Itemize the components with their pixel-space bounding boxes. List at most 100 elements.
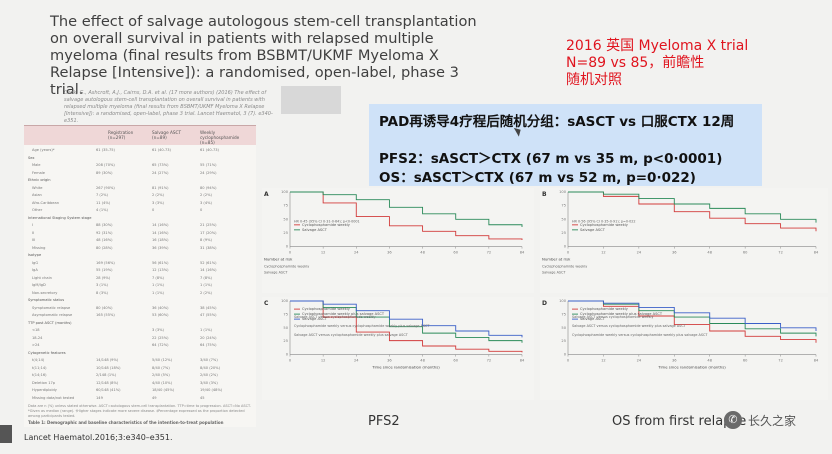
x-tick-label: 12 <box>601 251 606 255</box>
risk-table-label: Time since randomisation (months) <box>657 365 726 370</box>
hr-stats: Salvage ASCT versus cyclophosphamide wee… <box>294 333 409 337</box>
table-cell: 0 <box>152 208 155 212</box>
table-row: III 48 (16%) 16 (18%) 8 (9%) <box>28 238 252 244</box>
hr-stats: Salvage ASCT versus cyclophosphamide wee… <box>572 324 687 328</box>
table-row: II 92 (31%) 14 (16%) 17 (20%) <box>28 231 252 237</box>
table-row: Cytogenetic features <box>28 351 252 357</box>
table-row: International Staging System stage <box>28 216 252 222</box>
legend-entry: Cyclophosphamide weekly plus salvage ASC… <box>302 312 385 316</box>
x-tick-label: 0 <box>289 359 292 363</box>
y-tick-label: 0 <box>564 353 567 357</box>
table-cell: <18 <box>32 328 40 332</box>
x-tick-label: 12 <box>321 251 326 255</box>
table-cell: 11 (4%) <box>96 200 111 205</box>
table-cell: Ethnic origin <box>28 178 51 182</box>
table-cell: t(14;16) <box>32 373 47 377</box>
y-tick-label: 100 <box>559 299 567 303</box>
x-tick-label: 48 <box>420 251 425 255</box>
table-cell: Light chain <box>32 275 52 280</box>
table-cell: 47 (55%) <box>200 313 217 317</box>
table-row: t(14;16) 2/148 (1%) 2/40 (5%) 2/40 (2%) <box>28 373 252 379</box>
risk-row-label: Salvage ASCT <box>542 271 566 275</box>
x-tick-label: 36 <box>387 359 392 363</box>
table-cell: II <box>32 230 35 235</box>
table-cell: 2/40 (2%) <box>200 373 218 377</box>
table-cell: TTP post ASCT (months) <box>28 320 72 325</box>
table-header-cell: Registration (n=297) <box>108 130 134 140</box>
table-cell: 14/148 (9%) <box>96 358 119 362</box>
table-row: White 267 (90%) 81 (91%) 80 (94%) <box>28 186 252 192</box>
y-tick-label: 0 <box>286 353 289 357</box>
x-tick-label: 72 <box>487 359 492 363</box>
table-cell: 7 (8%) <box>152 275 164 280</box>
x-tick-label: 24 <box>354 251 359 255</box>
table-cell: 3 (4%) <box>200 200 212 205</box>
trial-note-line1: 2016 英国 Myeloma X trial <box>566 38 749 54</box>
y-tick-label: 75 <box>283 204 288 208</box>
legend-entry: Salvage ASCT <box>302 228 328 232</box>
table-cell: >24 <box>32 343 40 347</box>
legend-entry: Cyclophosphamide weekly <box>302 223 351 227</box>
summary-box: PAD再诱导4疗程后随机分组：sASCT vs 口服CTX 12周 PFS2：s… <box>369 104 762 186</box>
table-cell: 56 (61%) <box>152 260 169 265</box>
table-cell: 21 (25%) <box>200 223 217 227</box>
x-tick-label: 84 <box>520 359 525 363</box>
table-cell: 64 (72%) <box>152 343 169 347</box>
series-line <box>290 191 523 241</box>
table-row: IgM/IgD 3 (1%) 1 (1%) 1 (1%) <box>28 283 252 289</box>
table-cell: 89 (30%) <box>96 170 113 175</box>
series-line <box>290 300 523 343</box>
km-panel-c: C 0 12 24 36 48 60 72 84 0 25 50 75 100 Cyclophosphami… <box>262 297 534 400</box>
table-cell: 80 (40%) <box>96 305 113 310</box>
x-tick-label: 84 <box>520 251 525 255</box>
table-cell: 169 (56%) <box>96 260 115 265</box>
baseline-table: Registration (n=297) Salvage ASCT (n=89)… <box>24 125 256 427</box>
table-cell: t(11;14) <box>32 365 47 370</box>
legend-entry: Cyclophosphamide weekly <box>580 223 629 227</box>
table-row: >24 64 (72%) 64 (75%) <box>28 343 252 349</box>
table-row: t(11;14) 10/148 (18%) 8/40 (7%) 8/40 (20%) <box>28 366 252 372</box>
table-cell: 49 <box>152 395 157 400</box>
risk-table-label: Number at risk <box>264 257 293 262</box>
risk-row-label: Salvage ASCT <box>264 271 288 275</box>
x-tick-label: 60 <box>743 359 748 363</box>
x-tick-label: 36 <box>672 251 677 255</box>
panel-letter: A <box>264 191 269 198</box>
x-tick-label: 24 <box>354 359 359 363</box>
table-cell: Asymptomatic relapse <box>32 313 73 317</box>
table-cell: Asian <box>32 193 42 197</box>
table-row: Ethnic origin <box>28 178 252 184</box>
x-tick-label: 0 <box>567 359 570 363</box>
y-tick-label: 100 <box>281 299 289 303</box>
table-cell: Isotype <box>28 253 42 257</box>
table-cell: 81 (91%) <box>152 185 169 190</box>
table-cell: 1 (1%) <box>152 283 164 287</box>
paper-citation: Cook, G., Ashcroft, A.J., Cairns, D.A. e… <box>64 90 273 124</box>
table-cell: Cytogenetic features <box>28 350 66 355</box>
x-tick-label: 60 <box>453 359 458 363</box>
table-cell: 267 (90%) <box>96 185 115 190</box>
y-tick-label: 100 <box>281 190 289 194</box>
table-cell: 20 (24%) <box>200 335 217 340</box>
panel-letter: C <box>264 300 269 307</box>
table-cell: 28 (9%) <box>96 275 111 280</box>
y-tick-label: 75 <box>283 312 288 316</box>
table-row: TTP post ASCT (months) <box>28 321 252 327</box>
table-cell: 55 (19%) <box>96 268 113 272</box>
table-cell: 1 (1%) <box>200 328 212 332</box>
table-row: Light chain 28 (9%) 7 (8%) 7 (8%) <box>28 276 252 282</box>
table-cell: Other <box>32 208 43 212</box>
hr-stats: Cyclophosphamide weekly versus cyclophos… <box>572 333 708 337</box>
table-cell: t(4;14) <box>32 358 45 362</box>
table-cell: Male <box>32 163 41 167</box>
x-tick-label: 84 <box>814 251 819 255</box>
series-line <box>290 191 523 227</box>
table-cell: 10/148 (18%) <box>96 365 121 370</box>
risk-table-label: Number at risk <box>542 257 571 262</box>
table-cell: 19/40 (48%) <box>200 388 223 392</box>
table-cell: International Staging System stage <box>28 215 92 220</box>
table-cell: 4/40 (10%) <box>152 380 173 385</box>
table-cell: 80 (94%) <box>200 185 217 190</box>
table-cell: 1 (1%) <box>200 283 212 287</box>
